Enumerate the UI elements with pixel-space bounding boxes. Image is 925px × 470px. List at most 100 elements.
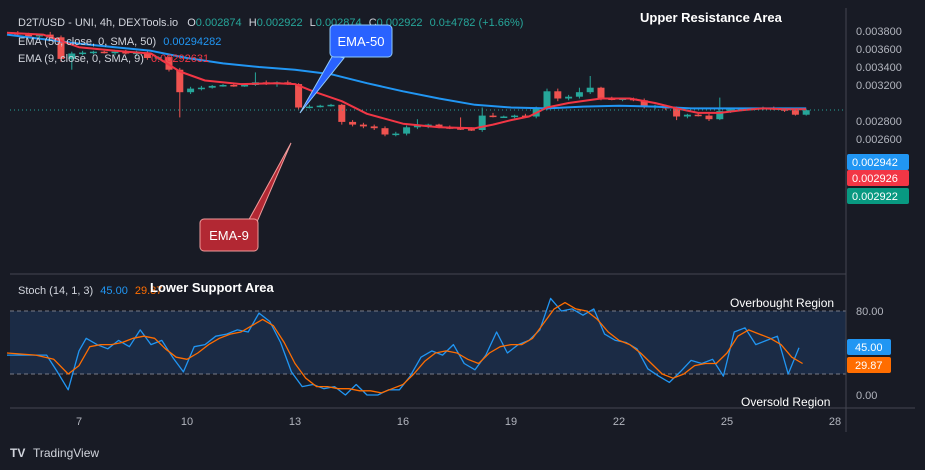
candle-body: [694, 114, 702, 117]
candle-body: [111, 51, 119, 54]
stoch-tick-label: 0.00: [856, 390, 877, 402]
tradingview-logo-mark: TV: [10, 446, 25, 460]
candle-body: [208, 85, 216, 88]
candle-body: [543, 91, 551, 109]
ema9-legend[interactable]: EMA (9, close, 0, SMA, 9) 0.00292631: [18, 53, 209, 65]
ohlc-low-key: L: [310, 17, 316, 29]
tradingview-logo-text: TradingView: [33, 446, 99, 460]
ema9-legend-value: 0.00292631: [151, 53, 209, 65]
candle-body: [79, 52, 87, 55]
stoch-k-line[interactable]: [7, 297, 800, 396]
ohlc-high-key: H: [249, 17, 257, 29]
price-tick-label: 0.003800: [856, 26, 902, 38]
candle-body: [716, 111, 724, 120]
candle-body: [176, 69, 184, 93]
candle-body: [100, 51, 108, 54]
stoch-badges: 45.00 29.87: [847, 339, 891, 373]
time-tick-label: 16: [397, 416, 409, 428]
candle-body: [46, 34, 54, 38]
price-badge-label: 0.002942: [852, 157, 898, 169]
ema9-callout-box: [199, 218, 259, 252]
candle-body: [68, 53, 76, 59]
candle-body: [435, 124, 443, 128]
price-change: 0.0±4782 (+1.66%): [430, 17, 524, 29]
stoch-k-legend-value: 45.00: [100, 285, 128, 297]
candle-body: [327, 104, 335, 107]
stoch-legend[interactable]: Stoch (14, 1, 3) 45.00 29.87: [18, 285, 162, 297]
candle-body: [673, 108, 681, 117]
price-badge: [847, 154, 909, 170]
candle-body: [478, 115, 486, 130]
overbought-region-label: Overbought Region: [730, 296, 834, 310]
candle-body: [392, 133, 400, 136]
stoch-axis[interactable]: 80.00 0.00: [856, 306, 884, 402]
candle-body: [295, 84, 303, 108]
candle-body: [165, 57, 173, 70]
ema9-callout: EMA-9: [199, 142, 292, 252]
candle-body: [143, 52, 151, 58]
ema9-line[interactable]: [6, 31, 807, 130]
lower-support-label: Lower Support Area: [150, 280, 275, 295]
stoch-badge-label: 29.87: [855, 360, 883, 372]
tradingview-logo[interactable]: TV TradingView: [10, 446, 99, 460]
candle-body: [219, 85, 227, 87]
candle-body: [500, 116, 508, 118]
time-tick-label: 22: [613, 416, 625, 428]
stoch-d-legend-value: 29.87: [135, 285, 163, 297]
candle-body: [575, 92, 583, 97]
stoch-lines-group: [6, 297, 803, 396]
ohlc-open-value: 0.002874: [196, 17, 242, 29]
stoch-badge-label: 45.00: [855, 342, 883, 354]
price-badge: [847, 170, 909, 186]
ema50-legend-label: EMA (50, close, 0, SMA, 50): [18, 36, 156, 48]
stoch-tick-label: 80.00: [856, 306, 884, 318]
ema9-callout-text: EMA-9: [209, 228, 249, 243]
candle-body: [802, 110, 810, 115]
oversold-region-label: Oversold Region: [741, 395, 830, 409]
ema50-legend[interactable]: EMA (50, close, 0, SMA, 50) 0.00294282: [18, 36, 221, 48]
price-badges: 0.002942 0.002926 0.002922: [847, 154, 909, 204]
candle-body: [597, 87, 605, 99]
ohlc-open-key: O: [187, 17, 196, 29]
stoch-badge: [847, 357, 891, 373]
price-tick-label: 0.002800: [856, 116, 902, 128]
stoch-band: [10, 311, 846, 374]
candle-body: [89, 51, 97, 54]
ema9-legend-label: EMA (9, close, 0, SMA, 9): [18, 53, 144, 65]
candle-body: [457, 128, 465, 130]
candle-body: [586, 87, 594, 93]
price-axis[interactable]: 0.003800 0.003600 0.003400 0.003200 0.002800…: [856, 26, 902, 146]
time-tick-label: 25: [721, 416, 733, 428]
candle-body: [349, 121, 357, 125]
time-tick-label: 28: [829, 416, 841, 428]
price-tick-label: 0.003200: [856, 80, 902, 92]
price-tick-label: 0.003600: [856, 44, 902, 56]
stoch-d-line[interactable]: [6, 301, 803, 394]
time-tick-label: 10: [181, 416, 193, 428]
upper-resistance-label: Upper Resistance Area: [640, 10, 783, 25]
candle-body: [791, 110, 799, 115]
stoch-badge: [847, 339, 891, 355]
price-tick-label: 0.002600: [856, 134, 902, 146]
candle-body: [197, 87, 205, 90]
time-tick-label: 7: [76, 416, 82, 428]
candle-body: [316, 105, 324, 108]
ema-lines-group: [6, 31, 807, 130]
candle-body: [381, 128, 389, 135]
ema50-legend-value: 0.00294282: [163, 36, 221, 48]
ohlc-close-key: C: [369, 17, 377, 29]
candle-body: [413, 125, 421, 128]
stoch-legend-label: Stoch (14, 1, 3): [18, 285, 93, 297]
price-pane[interactable]: [10, 8, 846, 273]
candle-body: [403, 127, 411, 134]
candle-body: [241, 85, 249, 87]
candle-body: [187, 88, 195, 93]
symbol-title: D2T/USD - UNI, 4h, DEXTools.io: [18, 17, 178, 29]
time-axis[interactable]: 7 10 13 16 19 22 25 28: [76, 416, 841, 428]
candle-body: [705, 115, 713, 120]
candle-body: [359, 124, 367, 127]
ema50-line[interactable]: [6, 33, 807, 110]
time-tick-label: 19: [505, 416, 517, 428]
candle-body: [565, 96, 573, 99]
